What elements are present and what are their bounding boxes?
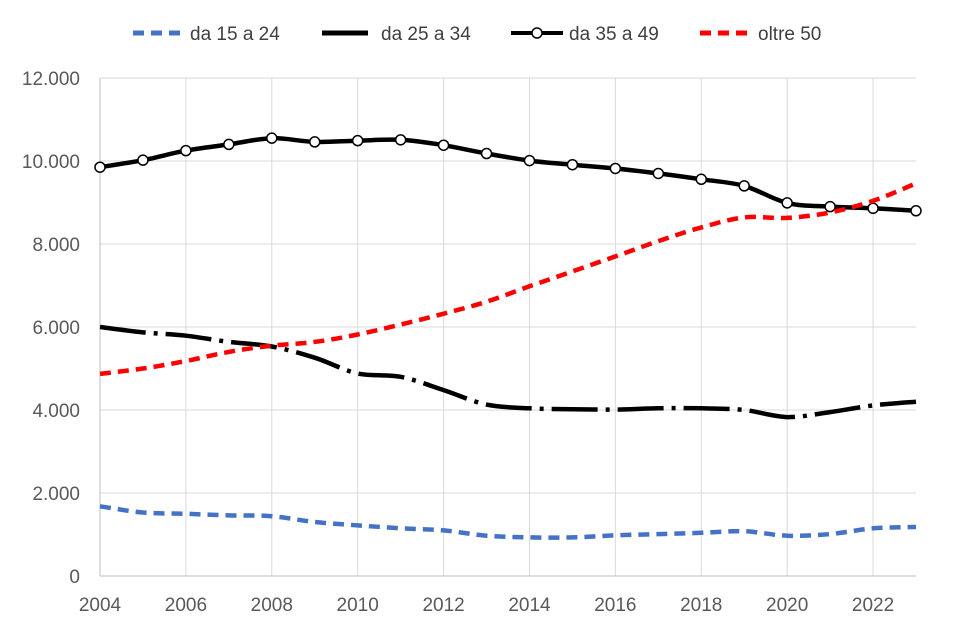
- series-line-oltre-50: [99, 181, 917, 377]
- legend-item-da-25-a-34: da 25 a 34: [322, 24, 471, 45]
- data-point-da-35-a-49: [351, 134, 364, 147]
- y-tick-label: 2.000: [32, 484, 80, 505]
- data-point-da-35-a-49: [738, 180, 750, 192]
- legend-marker-da-35-a-49: [531, 27, 543, 39]
- data-point-da-35-a-49: [523, 154, 536, 167]
- series-line-da-25-a-34: [99, 324, 917, 420]
- legend-label-da-15-a-24: da 15 a 24: [190, 24, 280, 45]
- legend-label-oltre-50: oltre 50: [758, 24, 821, 45]
- x-tick-label: 2014: [508, 595, 551, 616]
- y-tick-label: 4.000: [32, 401, 80, 422]
- data-point-da-35-a-49: [437, 139, 450, 151]
- legend-label-da-25-a-34: da 25 a 34: [381, 24, 471, 45]
- x-tick-label: 2022: [852, 595, 894, 616]
- data-point-da-35-a-49: [223, 138, 235, 151]
- y-tick-label: 10.000: [22, 152, 80, 173]
- data-point-da-35-a-49: [609, 162, 622, 175]
- x-tick-label: 2020: [766, 595, 808, 616]
- data-point-da-35-a-49: [480, 147, 493, 160]
- y-tick-label: 6.000: [32, 318, 80, 339]
- series-line-da-35-a-49: [99, 135, 917, 214]
- data-point-da-35-a-49: [266, 132, 278, 144]
- data-point-da-35-a-49: [824, 200, 836, 213]
- y-tick-label: 12.000: [22, 69, 80, 90]
- x-tick-label: 2004: [79, 595, 122, 616]
- legend-item-da-15-a-24: da 15 a 24: [133, 24, 280, 45]
- plot-area: 0 2.000 4.000 6.000 8.000 10.000 12.000 2004 200…: [22, 69, 922, 616]
- x-tick-label: 2006: [165, 595, 207, 616]
- series-line-da-15-a-24: [99, 504, 917, 540]
- x-tick-label: 2008: [251, 595, 293, 616]
- x-tick-label: 2010: [337, 595, 379, 616]
- data-point-da-35-a-49: [910, 205, 922, 217]
- data-point-da-35-a-49: [566, 158, 579, 171]
- data-point-da-35-a-49: [180, 144, 192, 157]
- data-point-da-35-a-49: [867, 202, 879, 215]
- data-point-da-35-a-49: [781, 197, 793, 209]
- legend-item-da-35-a-49: da 35 a 49: [511, 24, 659, 45]
- x-tick-label: 2016: [594, 595, 636, 616]
- legend: da 15 a 24 da 25 a 34 da 35 a 49 oltre 5…: [133, 24, 821, 45]
- y-tick-label: 0: [69, 567, 80, 588]
- data-point-da-35-a-49: [652, 167, 665, 180]
- data-point-da-35-a-49: [137, 154, 149, 166]
- data-point-da-35-a-49: [308, 136, 321, 148]
- x-tick-label: 2018: [680, 595, 722, 616]
- legend-item-oltre-50: oltre 50: [700, 24, 821, 45]
- data-point-da-35-a-49: [394, 134, 407, 146]
- legend-label-da-35-a-49: da 35 a 49: [569, 24, 659, 45]
- y-tick-label: 8.000: [32, 235, 80, 256]
- data-point-da-35-a-49: [695, 173, 708, 186]
- x-tick-label: 2012: [422, 595, 464, 616]
- data-point-da-35-a-49: [94, 161, 106, 173]
